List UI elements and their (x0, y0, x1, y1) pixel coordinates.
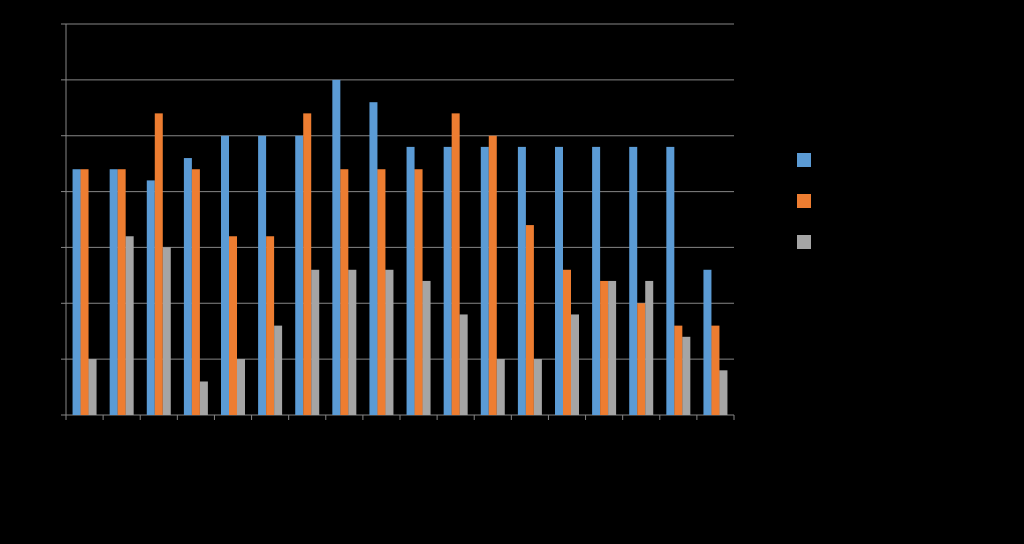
bar (719, 370, 728, 415)
bar (563, 269, 571, 415)
bar (533, 359, 542, 415)
bar (295, 135, 304, 415)
bar (555, 146, 563, 415)
bar (406, 146, 415, 415)
bar (332, 79, 341, 415)
bar (117, 169, 126, 415)
bar (88, 359, 97, 415)
bar (451, 113, 460, 415)
bar (162, 247, 171, 415)
bar (154, 113, 163, 415)
bar (443, 146, 452, 415)
bar (369, 102, 378, 415)
bar (266, 236, 275, 415)
bar (146, 180, 155, 415)
bar (645, 280, 654, 415)
bar (608, 280, 617, 415)
bar (666, 146, 675, 415)
bar (125, 236, 134, 415)
bar (340, 169, 349, 415)
bar (422, 280, 431, 415)
bar (517, 146, 526, 415)
bar (303, 113, 312, 415)
bar (221, 135, 229, 415)
bar (496, 359, 505, 415)
bar (258, 135, 267, 415)
bar (629, 146, 638, 415)
bar (414, 169, 423, 415)
bar (525, 225, 534, 415)
bar (377, 169, 386, 415)
bar (72, 169, 81, 415)
bar (274, 325, 283, 415)
bar (637, 303, 646, 415)
bar (183, 158, 192, 416)
bar (592, 146, 601, 415)
bar (674, 325, 683, 415)
bar (348, 269, 357, 415)
bar (488, 135, 497, 415)
legend-marker (797, 194, 811, 208)
bar (711, 325, 720, 415)
bar (311, 269, 320, 415)
bar (80, 169, 89, 415)
bar (229, 236, 237, 415)
legend-marker (797, 153, 811, 167)
bar (237, 359, 245, 415)
bar (109, 169, 118, 415)
bar (703, 269, 712, 415)
bar (385, 269, 394, 415)
bar (459, 314, 468, 415)
bar (480, 146, 489, 415)
bar (600, 280, 609, 415)
bar (571, 314, 579, 415)
bar (191, 169, 200, 415)
bar (682, 336, 691, 415)
legend-marker (797, 235, 811, 249)
bar (199, 381, 208, 415)
